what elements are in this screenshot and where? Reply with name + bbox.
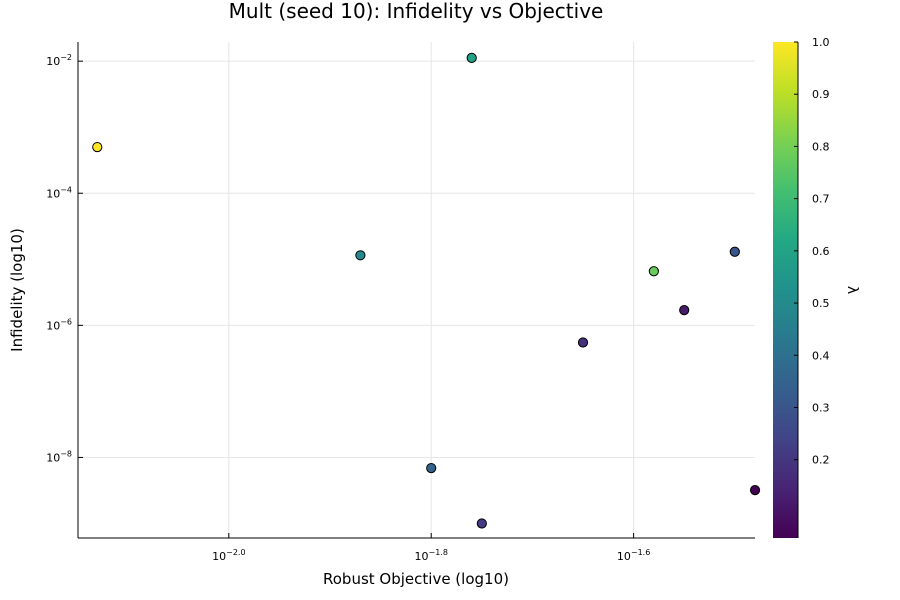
data-point: [749, 485, 761, 496]
data-point: [355, 250, 366, 261]
colorbar-tick-label: 0.3: [812, 401, 830, 414]
colorbar-tick-label: 0.4: [812, 349, 830, 362]
x-tick-label: 10−1.6: [617, 548, 650, 563]
data-point: [577, 337, 589, 348]
colorbar-tick-label: 0.7: [812, 193, 830, 206]
y-tick-label: 10−2: [46, 53, 72, 68]
data-point: [729, 246, 740, 257]
y-axis-label: Infidelity (log10): [8, 228, 26, 352]
colorbar-tick-label: 0.9: [812, 88, 830, 101]
data-point: [92, 141, 103, 153]
colorbar-gradient: [773, 42, 798, 538]
data-point: [466, 52, 477, 64]
colorbar-tick-labels: 1.0 0.9 0.8 0.7 0.6 0.5 0.4 0.3 0.2: [794, 36, 830, 467]
data-point: [679, 305, 690, 316]
x-tick-labels: 10−2.0 10−1.8 10−1.6: [212, 533, 650, 563]
y-tick-label: 10−4: [46, 185, 72, 200]
colorbar-tick-label: 1.0: [812, 36, 830, 49]
colorbar-tick-label: 0.2: [812, 454, 830, 467]
grid-lines: [78, 42, 755, 538]
x-tick-label: 10−1.8: [415, 548, 448, 563]
y-tick-labels: 10−8 10−6 10−4 10−2: [46, 53, 83, 464]
data-point: [426, 462, 437, 474]
x-tick-label: 10−2.0: [212, 548, 245, 563]
colorbar-tick-label: 0.8: [812, 140, 830, 153]
plot-axes: [77, 42, 755, 539]
data-point: [476, 518, 487, 529]
y-tick-label: 10−6: [46, 317, 72, 332]
x-axis-label: Robust Objective (log10): [323, 570, 509, 588]
data-point: [648, 266, 659, 277]
colorbar-tick-label: 0.5: [812, 297, 830, 310]
chart-title: Mult (seed 10): Infidelity vs Objective: [229, 0, 604, 23]
colorbar: [773, 42, 799, 538]
data-points: [92, 52, 761, 529]
colorbar-tick-label: 0.6: [812, 245, 830, 258]
colorbar-label: λ: [844, 286, 860, 294]
y-tick-label: 10−8: [46, 449, 72, 464]
